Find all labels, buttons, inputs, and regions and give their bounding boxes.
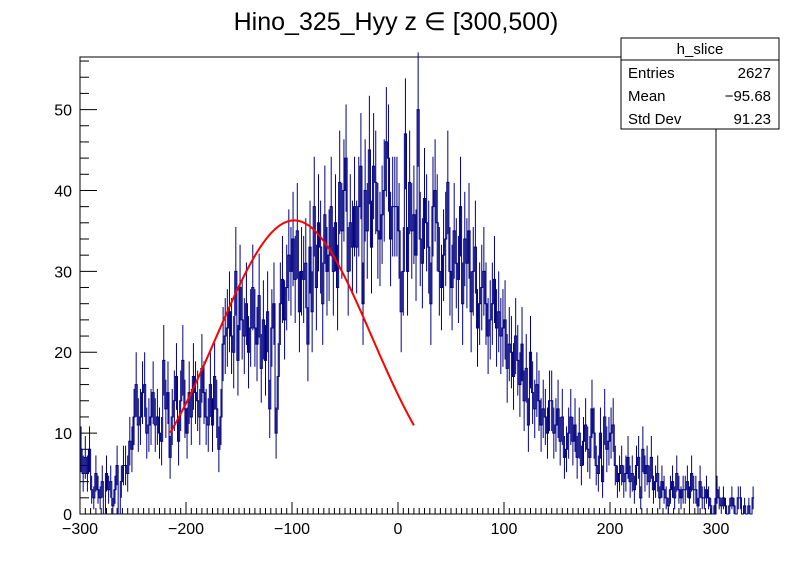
gaussian-fit-curve	[169, 219, 415, 434]
y-tick-label: 30	[54, 264, 72, 281]
stats-entries-label: Entries	[628, 65, 675, 82]
y-tick-label: 0	[63, 507, 72, 524]
x-tick-label: −200	[168, 521, 204, 538]
chart-title: Hino_325_Hyy z ∈ [300,500)	[234, 8, 559, 36]
stats-stddev-value: 91.23	[733, 111, 771, 128]
stats-mean-value: −95.68	[725, 88, 771, 105]
x-tick-label: 200	[597, 521, 624, 538]
histogram-error-bars	[80, 52, 754, 514]
x-axis: −300 −200 −100 0 100 200 300	[62, 502, 729, 538]
stats-box-frame	[620, 37, 780, 130]
stats-stddev-label: Std Dev	[628, 111, 682, 128]
x-tick-label: 0	[394, 521, 403, 538]
x-tick-label: −100	[274, 521, 310, 538]
stats-entries-value: 2627	[738, 65, 771, 82]
x-tick-label: −300	[62, 521, 98, 538]
y-tick-label: 20	[54, 345, 72, 362]
y-tick-label: 40	[54, 183, 72, 200]
stats-mean-label: Mean	[628, 88, 666, 105]
x-tick-label: 300	[703, 521, 730, 538]
y-tick-label: 50	[54, 103, 72, 120]
stats-box-title: h_slice	[677, 41, 724, 58]
stats-box: h_slice Entries 2627 Mean −95.68 Std Dev…	[620, 37, 780, 130]
x-tick-label: 100	[491, 521, 518, 538]
y-axis: 0 10 20 30 40 50	[54, 60, 97, 524]
y-tick-label: 10	[54, 426, 72, 443]
